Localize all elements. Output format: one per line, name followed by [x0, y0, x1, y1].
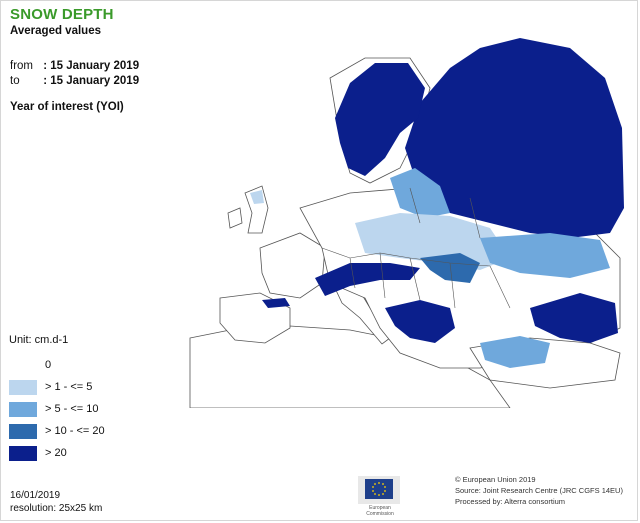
snow-poland-belarus: [355, 213, 510, 270]
snow-caucasus: [530, 293, 618, 343]
legend-item-3: > 10 - <= 20: [9, 420, 105, 442]
europe-snow-map: [189, 38, 624, 408]
legend-swatch-3: [9, 423, 37, 439]
footer-right: © European Union 2019 Source: Joint Rese…: [455, 474, 623, 507]
legend-label-1: > 1 - <= 5: [45, 381, 93, 393]
from-value: : 15 January 2019: [43, 60, 140, 72]
snow-turkey: [480, 336, 550, 368]
legend-label-0: 0: [45, 359, 52, 371]
from-label: from: [10, 60, 33, 72]
legend-item-0: 0: [9, 354, 105, 376]
legend-item-2: > 5 - <= 10: [9, 398, 105, 420]
to-label: to: [10, 75, 20, 87]
legend-unit: Unit: cm.d-1: [9, 334, 69, 346]
footer-date: 16/01/2019: [10, 490, 61, 501]
eu-logo-label: European Commission: [366, 505, 394, 517]
footer-resolution: resolution: 25x25 km: [10, 503, 103, 514]
copyright: © European Union 2019: [455, 475, 536, 484]
country-borders: [321, 187, 511, 309]
snow-pyrenees: [262, 298, 290, 308]
snow-baltic: [390, 168, 450, 218]
map-subtitle: Averaged values: [10, 25, 101, 37]
legend-swatch-1: [9, 379, 37, 395]
snow-balkans: [385, 300, 455, 343]
legend: Unit: cm.d-1 0 > 1 - <= 5 > 5 - <= 10 > …: [9, 334, 105, 464]
snow-alps: [315, 263, 420, 296]
snow-depth-fields: [250, 38, 624, 368]
from-row: from : 15 January 2019: [10, 60, 139, 72]
legend-item-1: > 1 - <= 5: [9, 376, 105, 398]
processed-by: Processed by: Alterra consortium: [455, 497, 566, 506]
legend-label-3: > 10 - <= 20: [45, 425, 105, 437]
legend-label-2: > 5 - <= 10: [45, 403, 99, 415]
legend-swatch-0: [9, 357, 37, 373]
to-row: to : 15 January 2019: [10, 75, 139, 87]
year-of-interest: Year of interest (YOI): [10, 101, 124, 113]
eu-flag-logo: [358, 476, 400, 504]
legend-item-4: > 20: [9, 442, 105, 464]
ireland: [227, 207, 243, 229]
legend-label-4: > 20: [45, 447, 67, 459]
snow-scotland: [250, 190, 264, 204]
legend-swatch-4: [9, 445, 37, 461]
to-value: : 15 January 2019: [43, 75, 140, 87]
snow-carpathians: [420, 253, 480, 283]
snow-scandinavia: [335, 63, 425, 176]
france: [259, 232, 326, 299]
snow-ukraine: [480, 233, 610, 278]
map-title: SNOW DEPTH: [10, 6, 114, 23]
footer-left: 16/01/2019 resolution: 25x25 km: [10, 489, 102, 515]
legend-swatch-2: [9, 401, 37, 417]
source: Source: Joint Research Centre (JRC CGFS …: [455, 486, 623, 495]
snow-russia: [405, 38, 624, 238]
